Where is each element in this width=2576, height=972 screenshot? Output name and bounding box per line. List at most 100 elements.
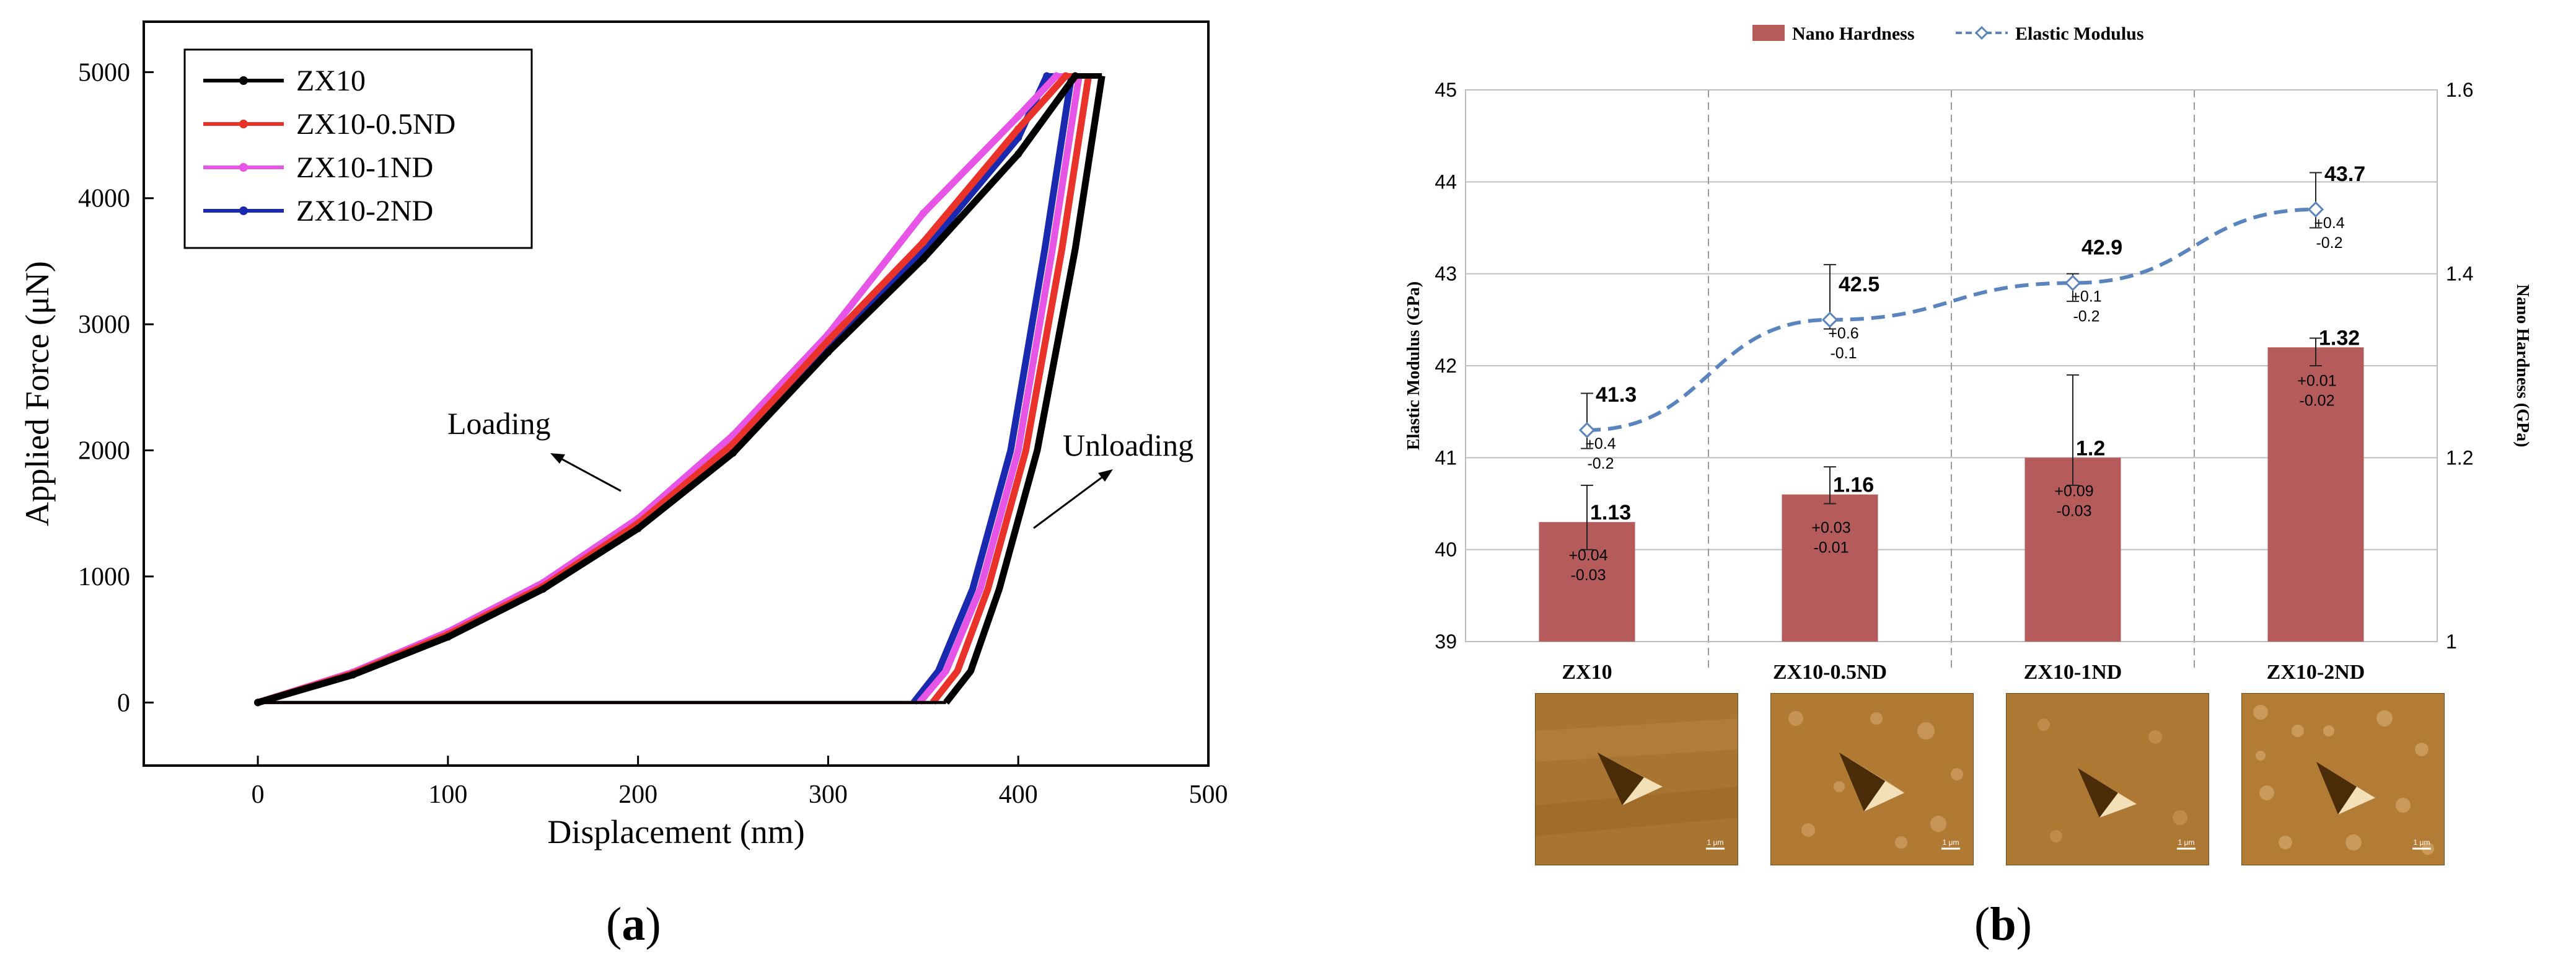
- loading-curve: [257, 74, 1078, 706]
- y-tick-label: 2000: [78, 437, 130, 466]
- afm-indent-icon: 1 μm: [2007, 694, 2209, 865]
- y-left-tick-label: 39: [1435, 630, 1457, 653]
- plot-frame: [1465, 89, 2438, 642]
- afm-indent-icon: 1 μm: [1536, 694, 1738, 865]
- data-point: [1043, 72, 1051, 80]
- modulus-marker: [1821, 311, 1839, 328]
- bar-err-minus: -0.02: [2300, 392, 2335, 409]
- legend-swatch-hardness: [1752, 25, 1785, 41]
- modulus-value-label: 43.7: [2324, 162, 2365, 186]
- plot-frame: [143, 20, 1210, 767]
- data-point: [349, 671, 357, 679]
- caption-a-letter: a: [622, 898, 646, 950]
- chart-a-axes: 0 100 200 300 400 500010002000300040005000Dis…: [19, 20, 1228, 851]
- afm-image-zx10-1nd: 1 μm: [2006, 693, 2209, 865]
- bar: [2267, 347, 2364, 642]
- data-point: [1014, 125, 1022, 133]
- modulus-err-plus: +0.4: [1585, 435, 1615, 453]
- chart-b-axes: 39 40 41 42 43 44 45 1 1.2 1.4 1.6 ZX10 ZX10-0.5ND ZX…: [1404, 79, 2532, 684]
- arrow-head-icon: [550, 453, 565, 464]
- y-left-tick-label: 45: [1435, 79, 1457, 101]
- bar-err-plus: +0.09: [2054, 482, 2093, 500]
- bar-err-plus: +0.04: [1568, 547, 1607, 564]
- bar-value-label: 1.16: [1833, 474, 1874, 497]
- chart-b-legend: Nano Hardness Elastic Modulus: [1752, 24, 2144, 44]
- y-left-tick-label: 44: [1435, 170, 1457, 193]
- legend-label-hardness: Nano Hardness: [1792, 24, 1915, 44]
- bar: [1782, 494, 1878, 642]
- y-right-tick-label: 1.2: [2446, 446, 2473, 469]
- arrow-head-icon: [1098, 469, 1113, 482]
- x-tick-label: 500: [1189, 780, 1228, 809]
- bar-err-plus: +0.03: [1811, 519, 1850, 537]
- data-point: [634, 524, 642, 532]
- modulus-err-plus: +0.1: [2071, 288, 2101, 306]
- modulus-marker: [2064, 275, 2081, 291]
- bar-value-label: 1.13: [1590, 501, 1631, 524]
- modulus-value-label: 42.5: [1839, 273, 1879, 296]
- category-label: ZX10: [1562, 661, 1612, 684]
- chart-b-grid: [1465, 89, 2438, 669]
- annotation-unloading: Unloading: [1063, 428, 1193, 462]
- chart-a-annotations: Loading Unloading: [447, 406, 1193, 529]
- modulus-err-plus: +0.4: [2314, 214, 2344, 232]
- y-tick-label: 0: [117, 689, 130, 717]
- x-tick-label: 400: [999, 780, 1038, 809]
- afm-scale-label: 1 μm: [1707, 838, 1724, 847]
- data-point: [824, 337, 832, 345]
- y-right-tick-label: 1.6: [2446, 79, 2473, 101]
- legend-label: ZX10-1ND: [296, 151, 433, 184]
- data-point: [919, 238, 927, 246]
- unloading-curve: [930, 75, 1092, 705]
- category-label: ZX10-0.5ND: [1773, 661, 1887, 684]
- caption-a: (a): [606, 898, 661, 950]
- y-left-tick-label: 42: [1435, 355, 1457, 377]
- legend-label: ZX10-2ND: [296, 195, 433, 228]
- bar: [2024, 457, 2121, 642]
- legend-label: ZX10-0.5ND: [296, 108, 455, 141]
- y-tick-label: 1000: [78, 563, 130, 591]
- chart-a: 0 100 200 300 400 500010002000300040005000Dis…: [19, 20, 1228, 851]
- legend-marker: [239, 163, 248, 172]
- data-point: [1062, 72, 1070, 80]
- afm-image-zx10-2nd: 1 μm: [2241, 693, 2445, 865]
- chart-b-modulus-line: 41.3 +0.4 -0.2 42.5 +0.6 -0.1 42.9 +0.1 -0.2 43.7…: [1578, 162, 2365, 472]
- chart-a-legend: ZX10 ZX10-0.5ND ZX10-1ND ZX10-2ND: [183, 48, 533, 249]
- category-label: ZX10-1ND: [2024, 661, 2122, 684]
- x-tick-label: 200: [618, 780, 657, 809]
- data-point: [1014, 150, 1022, 158]
- y-tick-label: 4000: [78, 185, 130, 213]
- x-tick-label: 300: [809, 780, 848, 809]
- arrow-loading-icon: [557, 456, 622, 492]
- series-ZX10: [254, 72, 1106, 707]
- legend-marker: [239, 206, 248, 215]
- bar-value-label: 1.32: [2319, 326, 2360, 350]
- afm-image-zx10: 1 μm: [1535, 693, 1738, 865]
- data-point: [729, 440, 737, 448]
- y-left-tick-label: 40: [1435, 539, 1457, 561]
- modulus-value-label: 41.3: [1596, 383, 1637, 407]
- data-point: [1014, 112, 1022, 120]
- y-axis-label: Applied Force (μN): [19, 261, 56, 526]
- legend-label: ZX10: [296, 64, 366, 97]
- modulus-err-minus: -0.2: [2073, 308, 2099, 325]
- chart-b: 1.13 +0.04 -0.03 1.16 +0.03 -0.01 1.2 +0.09 -0.0…: [1404, 24, 2532, 684]
- chart-a-series: [254, 72, 1106, 707]
- legend-marker-modulus: [1974, 25, 1989, 40]
- unloading-curve: [911, 75, 1075, 705]
- y-left-tick-label: 43: [1435, 263, 1457, 285]
- modulus-err-plus: +0.6: [1828, 325, 1858, 342]
- modulus-value-label: 42.9: [2081, 236, 2122, 260]
- caption-b-letter: b: [1990, 898, 2016, 950]
- afm-scale-label: 1 μm: [2414, 838, 2430, 847]
- data-point: [254, 699, 262, 707]
- arrow-unloading-icon: [1033, 473, 1107, 529]
- annotation-loading: Loading: [447, 406, 551, 441]
- y-right-tick-label: 1.4: [2446, 263, 2473, 285]
- y-tick-label: 5000: [78, 58, 130, 87]
- chart-b-bars: 1.13 +0.04 -0.03 1.16 +0.03 -0.01 1.2 +0.09 -0.0…: [1539, 326, 2364, 642]
- data-point: [444, 633, 452, 641]
- data-point: [919, 255, 927, 263]
- bar-err-minus: -0.03: [2057, 502, 2092, 519]
- bar-value-label: 1.2: [2076, 436, 2105, 460]
